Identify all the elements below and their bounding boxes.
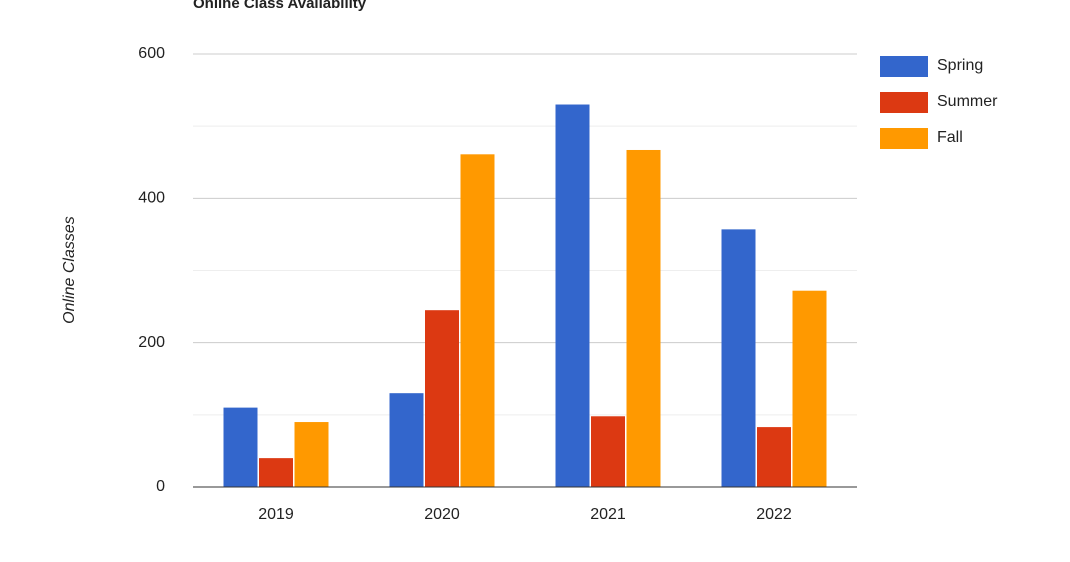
- bar: [425, 310, 459, 487]
- bar: [259, 458, 293, 487]
- legend-label: Spring: [937, 57, 983, 74]
- bar: [792, 290, 827, 487]
- bar: [721, 229, 756, 488]
- legend-label: Fall: [937, 129, 963, 146]
- y-tick-label: 600: [138, 45, 165, 62]
- x-tick-label: 2022: [756, 506, 792, 523]
- bar: [555, 104, 590, 488]
- chart-title: Online Class Availability: [193, 0, 367, 12]
- legend-swatch: [880, 128, 928, 149]
- y-axis-title: Online Classes: [61, 216, 78, 324]
- x-tick-label: 2021: [590, 506, 626, 523]
- bar: [294, 422, 329, 487]
- bar: [591, 416, 625, 487]
- x-tick-label: 2019: [258, 506, 294, 523]
- y-tick-label: 400: [138, 190, 165, 207]
- legend-label: Summer: [937, 93, 998, 110]
- y-tick-label: 0: [156, 478, 165, 495]
- bar: [626, 149, 661, 487]
- bar: [757, 427, 791, 487]
- legend-swatch: [880, 56, 928, 77]
- bar: [223, 407, 258, 487]
- y-tick-label: 200: [138, 334, 165, 351]
- bar: [460, 154, 495, 488]
- bar: [389, 393, 424, 487]
- legend-swatch: [880, 92, 928, 113]
- x-tick-label: 2020: [424, 506, 460, 523]
